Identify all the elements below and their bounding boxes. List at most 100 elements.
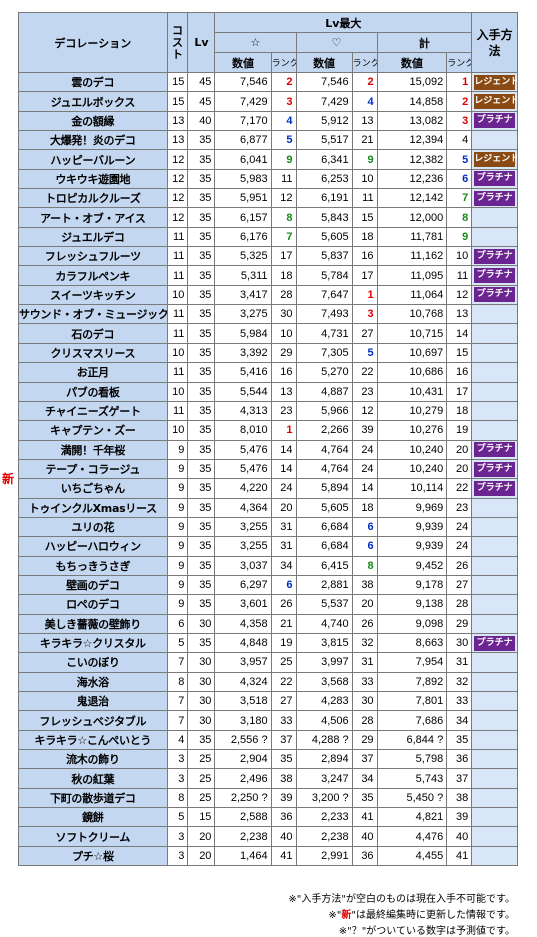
star-value: 2,904 — [214, 749, 272, 770]
heart-rank: 16 — [351, 246, 378, 267]
star-value: 4,364 — [214, 497, 272, 518]
star-value: 5,476 — [214, 458, 272, 480]
heart-rank: 8 — [351, 555, 378, 576]
header-heart-value: 数値 — [295, 52, 353, 73]
lv-cell: 35 — [187, 323, 216, 344]
acquire-cell — [471, 207, 518, 228]
total-rank: 35 — [446, 729, 473, 751]
total-rank: 3 — [446, 110, 473, 132]
heart-value: 3,568 — [295, 671, 353, 693]
acquire-cell — [471, 652, 518, 673]
lv-cell: 35 — [187, 574, 216, 596]
total-value: 10,114 — [376, 478, 448, 499]
star-rank: 11 — [270, 168, 297, 190]
acquire-cell — [471, 787, 518, 809]
star-rank: 21 — [270, 613, 297, 634]
total-value: 10,240 — [376, 439, 448, 460]
legend-badge: レジェンド — [474, 152, 517, 168]
total-rank: 30 — [446, 632, 473, 654]
decoration-name: ハッピーバルーン — [18, 149, 168, 170]
total-rank: 41 — [446, 845, 473, 867]
star-rank: 6 — [270, 574, 297, 596]
total-rank: 24 — [446, 536, 473, 557]
lv-cell: 35 — [187, 265, 216, 286]
cost-cell: 11 — [166, 265, 189, 286]
heart-value: 2,238 — [295, 826, 353, 847]
decoration-name: 大爆発！炎のデコ — [18, 130, 168, 151]
lv-cell: 25 — [187, 787, 216, 809]
star-value: 2,588 — [214, 807, 272, 828]
decoration-name: プチ☆桜 — [18, 845, 168, 867]
cost-cell: 15 — [166, 71, 189, 93]
total-value: 8,663 — [376, 632, 448, 654]
cost-cell: 3 — [166, 826, 189, 847]
total-value: 12,382 — [376, 149, 448, 170]
table-row: チャイニーズゲート 11 35 4,313 23 5,966 12 10,279 18 — [18, 400, 518, 422]
platinum-badge: プラチナ — [474, 287, 515, 303]
heart-value: 5,843 — [295, 207, 353, 228]
star-rank: 18 — [270, 265, 297, 286]
star-value: 2,238 — [214, 826, 272, 847]
total-value: 11,162 — [376, 246, 448, 267]
cost-cell: 11 — [166, 304, 189, 325]
lv-cell: 35 — [187, 497, 216, 518]
header-acquire: 入手方法 — [471, 12, 518, 73]
table-row: 大爆発！炎のデコ 13 35 6,877 5 5,517 21 12,394 4 — [18, 130, 518, 151]
legend-badge: レジェンド — [474, 94, 517, 110]
star-value: 5,476 — [214, 439, 272, 460]
table-body: 雲のデコ 15 45 7,546 2 7,546 2 15,092 1 レジェンド ジュエルボックス… — [18, 71, 518, 867]
cost-cell: 7 — [166, 710, 189, 731]
acquire-cell: プラチナ — [471, 265, 518, 286]
table-row: 壁画のデコ 9 35 6,297 6 2,881 38 9,178 27 — [18, 574, 518, 596]
star-value: 4,324 — [214, 671, 272, 693]
star-rank: 12 — [270, 188, 297, 209]
cost-cell: 11 — [166, 400, 189, 422]
star-value: 6,041 — [214, 149, 272, 170]
total-rank: 29 — [446, 613, 473, 634]
heart-value: 4,283 — [295, 690, 353, 712]
table-row: アート・オブ・アイス 12 35 6,157 8 5,843 15 12,000 8 — [18, 207, 518, 228]
table-row: カラフルペンキ 11 35 5,311 18 5,784 17 11,095 11 プラチナ — [18, 265, 518, 286]
decoration-name: トロピカルクルーズ — [18, 188, 168, 209]
lv-cell: 40 — [187, 110, 216, 132]
heart-rank: 2 — [351, 71, 378, 93]
acquire-cell — [471, 323, 518, 344]
lv-cell: 30 — [187, 710, 216, 731]
star-rank: 29 — [270, 342, 297, 364]
heart-rank: 3 — [351, 304, 378, 325]
cost-cell: 9 — [166, 478, 189, 499]
lv-cell: 20 — [187, 826, 216, 847]
star-rank: 28 — [270, 284, 297, 306]
lv-cell: 35 — [187, 729, 216, 751]
cost-cell: 9 — [166, 439, 189, 460]
header-star-value: 数値 — [214, 52, 272, 73]
heart-value: 5,966 — [295, 400, 353, 422]
star-value: 3,957 — [214, 652, 272, 673]
heart-rank: 26 — [351, 613, 378, 634]
table-row: ソフトクリーム 3 20 2,238 40 2,238 40 4,476 40 — [18, 826, 518, 847]
cost-cell: 10 — [166, 284, 189, 306]
lv-cell: 45 — [187, 91, 216, 112]
heart-value: 6,341 — [295, 149, 353, 170]
heart-value: 4,288 ? — [295, 729, 353, 751]
star-value: 3,180 — [214, 710, 272, 731]
lv-cell: 35 — [187, 420, 216, 441]
star-value: 3,392 — [214, 342, 272, 364]
acquire-cell: プラチナ — [471, 246, 518, 267]
cost-cell: 7 — [166, 652, 189, 673]
table-row: プチ☆桜 3 20 1,464 41 2,991 36 4,455 41 — [18, 845, 518, 867]
cost-cell: 9 — [166, 555, 189, 576]
lv-cell: 35 — [187, 594, 216, 615]
total-rank: 26 — [446, 555, 473, 576]
star-rank: 26 — [270, 594, 297, 615]
heart-rank: 22 — [351, 362, 378, 383]
heart-rank: 32 — [351, 632, 378, 654]
acquire-cell — [471, 710, 518, 731]
cost-cell: 15 — [166, 91, 189, 112]
table-row: クリスマスリース 10 35 3,392 29 7,305 5 10,697 15 — [18, 342, 518, 364]
total-value: 13,082 — [376, 110, 448, 132]
footnote-2-suffix: "は最終編集時に更新した情報です。 — [351, 910, 515, 921]
decoration-name: 秋の紅葉 — [18, 768, 168, 789]
acquire-cell — [471, 671, 518, 693]
lv-cell: 35 — [187, 149, 216, 170]
